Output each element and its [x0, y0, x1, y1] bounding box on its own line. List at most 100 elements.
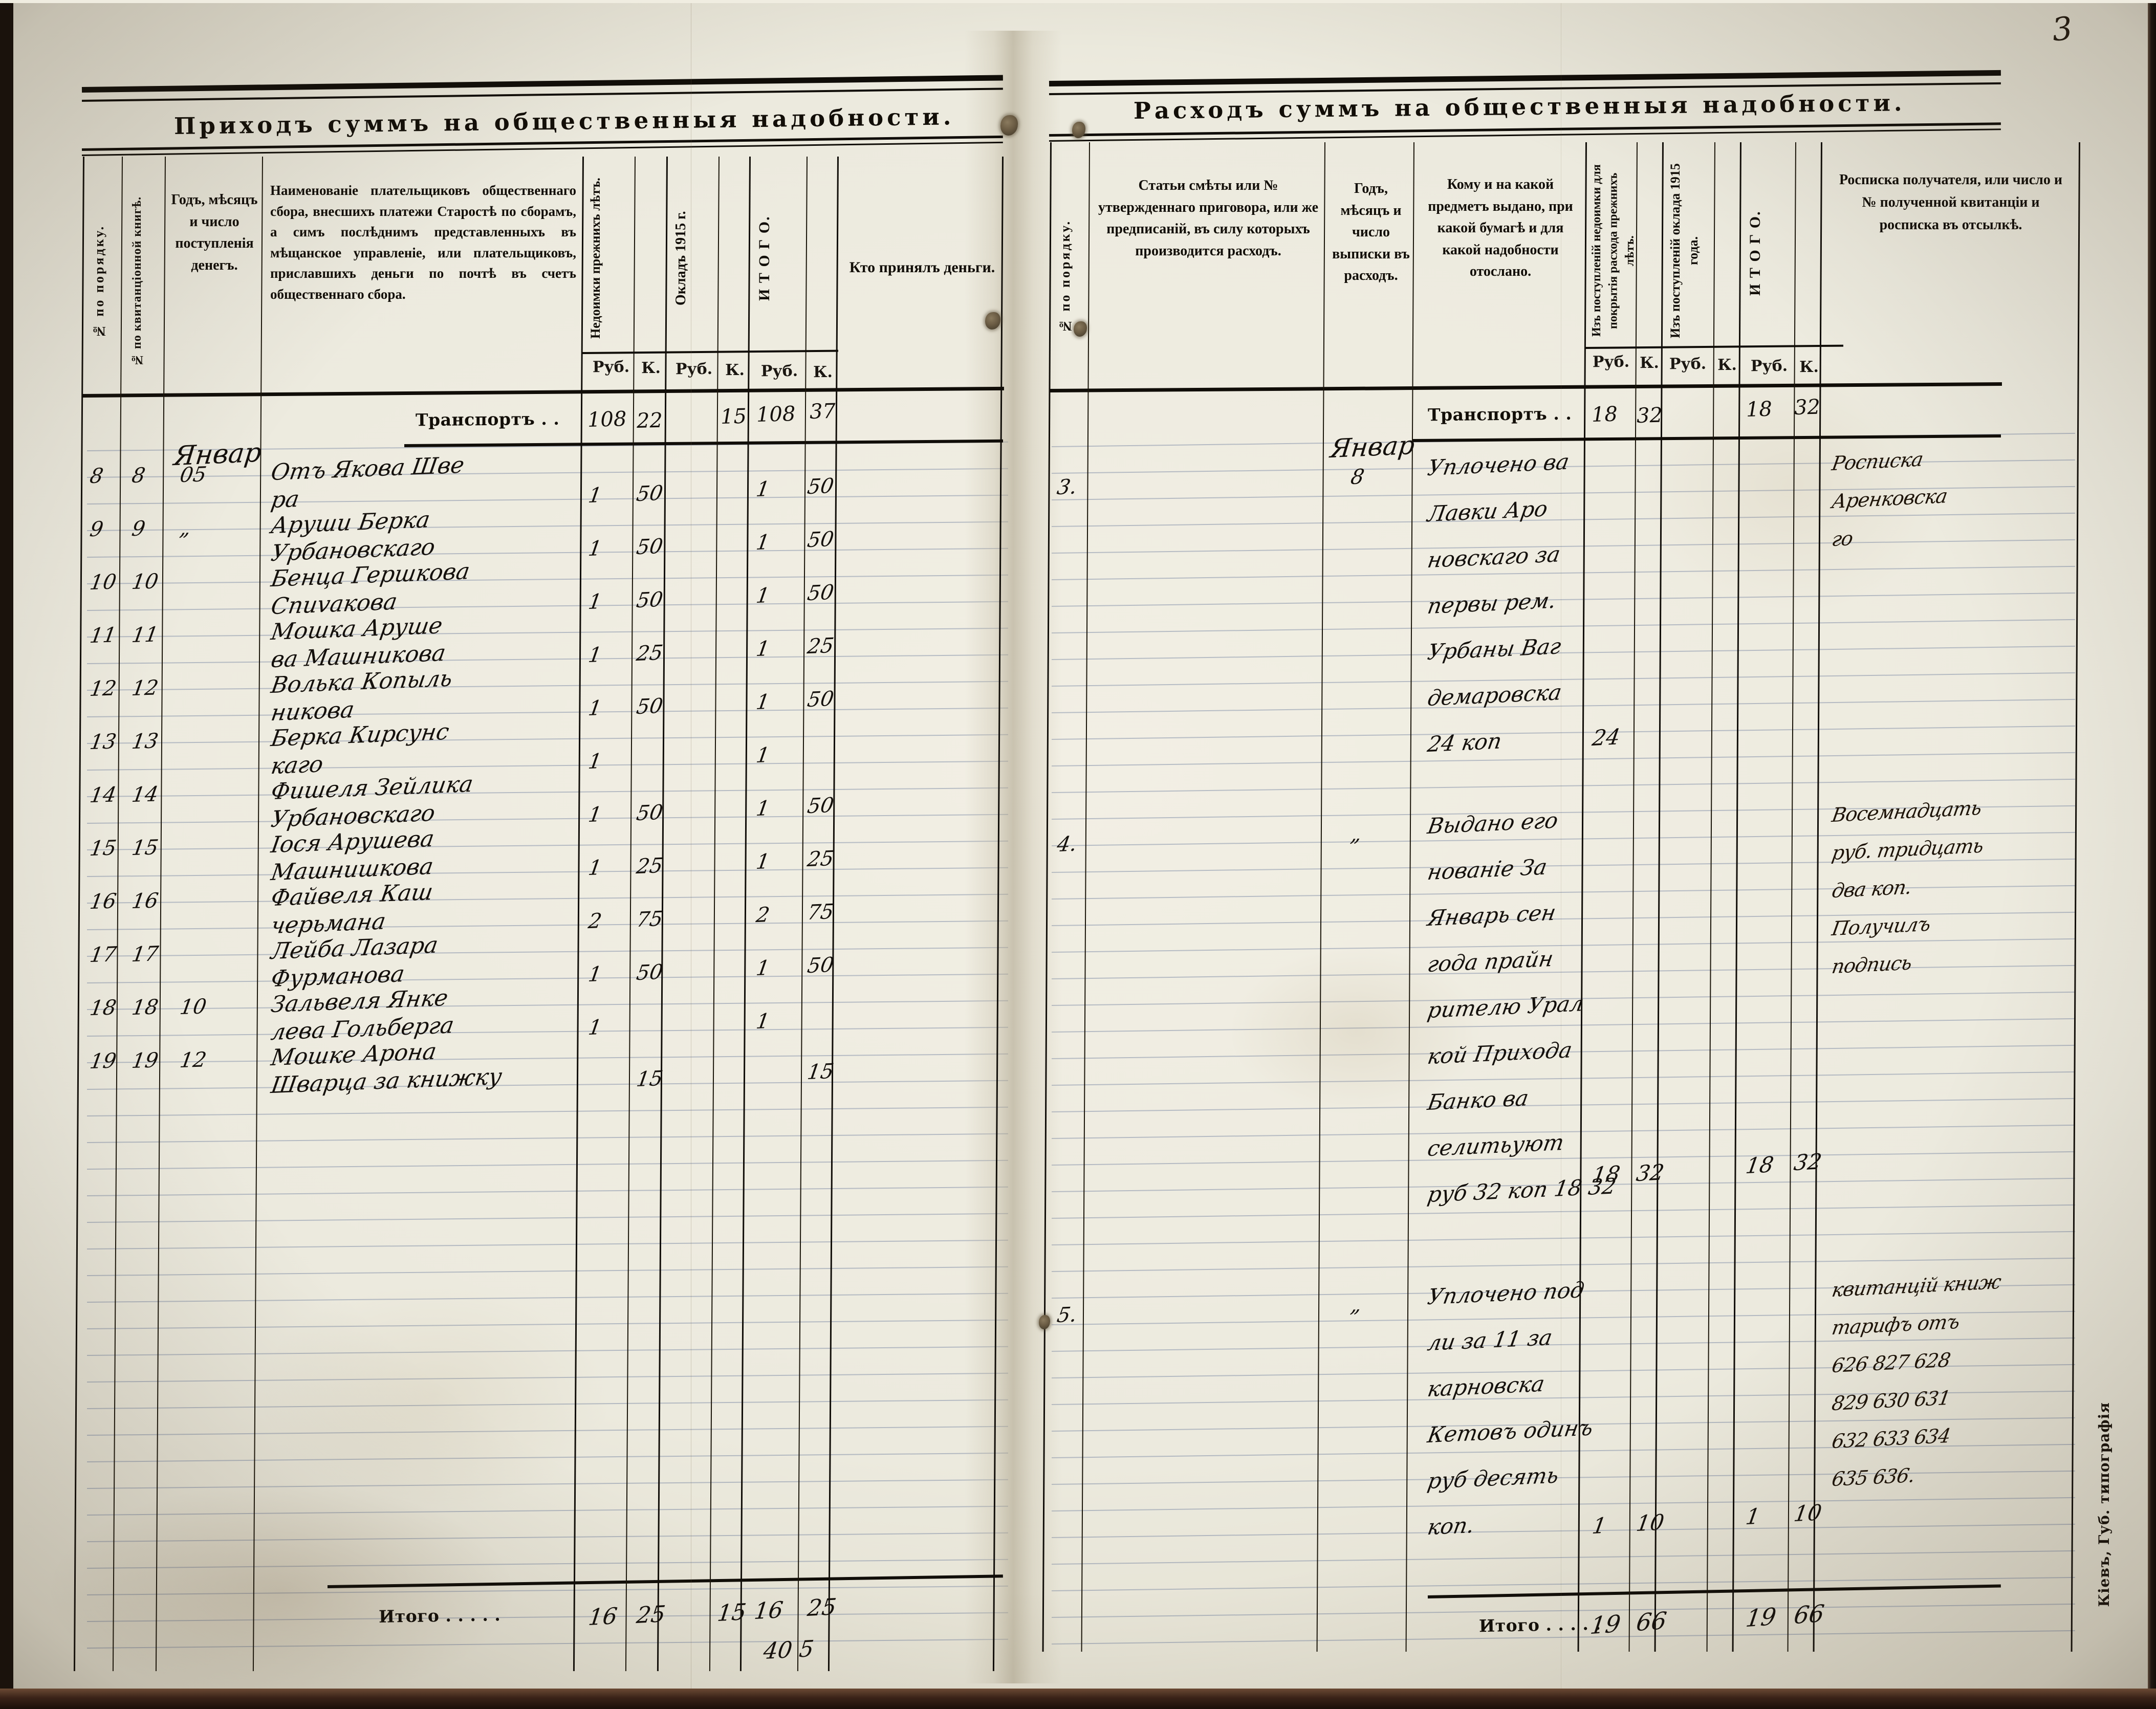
entry-signature-line: 635 636. — [1830, 1464, 1917, 1491]
right-header-estimate: Статьи смѣты или № утвержденнаго пригово… — [1096, 175, 1320, 262]
entry-amount-rub: 1 — [1591, 1513, 1608, 1539]
right-page-title: Расходъ суммъ на общественныя надобности… — [1133, 89, 1906, 124]
rule-line — [86, 1319, 1008, 1329]
row-date-day: 10 — [178, 995, 208, 1020]
left-subheader-total-rub: Руб. — [760, 362, 798, 381]
rule-line — [1051, 1098, 2075, 1112]
right-carry-total-rub: 18 — [1746, 397, 1773, 422]
rule-line — [86, 1559, 1008, 1569]
right-header-date-label: Годъ, мѣсяцъ и число выписки въ расходъ. — [1332, 181, 1410, 284]
entry-amount-rub: 24 — [1591, 724, 1622, 751]
left-col-edge-end — [992, 156, 1004, 1671]
left-total-arrears-rub: 16 — [586, 1603, 619, 1631]
row-total-rub: 1 — [754, 690, 771, 715]
row-total-kop: 50 — [805, 687, 836, 712]
right-total-total-rub: 19 — [1744, 1602, 1778, 1633]
rule-line — [86, 1000, 1008, 1010]
row-no-order: 12 — [88, 676, 118, 701]
rule-line — [86, 1133, 1008, 1143]
row-total-kop: 50 — [805, 527, 836, 553]
row-total-kop: 15 — [805, 1059, 836, 1085]
entry-purpose-line: 24 коп — [1425, 728, 1504, 757]
row-no-receipt: 8 — [130, 463, 147, 488]
entry-signature-line: квитанцій книж — [1830, 1270, 2002, 1302]
rule-line — [1051, 1257, 2075, 1272]
left-col-sep-3 — [252, 156, 263, 1671]
row-no-receipt: 12 — [130, 676, 160, 701]
left-carry-total-rub: 108 — [756, 402, 796, 427]
left-col-sep-8 — [739, 156, 751, 1671]
row-arrears-kop: 50 — [635, 694, 665, 719]
page-folio: 3 — [2050, 9, 2075, 49]
rule-line — [86, 1292, 1008, 1303]
right-header-date: Годъ, мѣсяцъ и число выписки въ расходъ. — [1331, 178, 1411, 287]
right-header-signature: Росписка получателя, или число и № получ… — [1831, 169, 2071, 237]
right-total-total-kop: 66 — [1792, 1599, 1826, 1630]
row-total-rub: 2 — [754, 903, 771, 928]
left-page-title: Приходъ суммъ на общественныя надобности… — [173, 103, 955, 140]
rule-line — [86, 867, 1008, 877]
row-no-order: 9 — [88, 517, 105, 541]
rule-line — [1051, 539, 2075, 554]
row-arrears-rub: 1 — [586, 696, 603, 720]
right-subheader-total-rub: Руб. — [1750, 357, 1788, 376]
entry-purpose-line: селитьуют — [1425, 1129, 1566, 1162]
rule-line — [1051, 1470, 2075, 1485]
right-carry-label: Транспортъ . . — [1427, 403, 1572, 425]
left-total-label: Итого . . . . . — [378, 1605, 501, 1627]
entry-signature-line: Получилъ — [1830, 912, 1932, 940]
row-total-rub: 1 — [754, 1009, 771, 1034]
entry-signature-line: Росписка — [1830, 448, 1925, 475]
left-subheader-arrears-kop: К. — [641, 359, 661, 378]
rule-line — [86, 574, 1008, 584]
entry-purpose-line: руб 32 коп 18 32 — [1425, 1173, 1618, 1208]
entry-purpose-line: коп. — [1425, 1512, 1476, 1540]
row-no-receipt: 16 — [130, 889, 160, 914]
entry-signature-line: два коп. — [1830, 875, 1913, 903]
rule-line — [86, 1399, 1008, 1409]
row-total-rub: 1 — [754, 956, 771, 981]
row-no-receipt: 13 — [130, 729, 160, 754]
left-carry-assess-kop: 15 — [720, 404, 747, 429]
left-header-receiver: Кто принялъ деньги. — [845, 256, 999, 279]
scan-edge-right — [2148, 0, 2156, 1709]
left-header-payer-label: Наименованіе плательщиковъ общественнаго… — [270, 183, 576, 302]
row-arrears-rub: 1 — [586, 962, 603, 987]
rule-line — [1051, 1071, 2075, 1086]
left-total-footnote: 40 5 — [761, 1635, 815, 1665]
row-arrears-rub: 1 — [586, 749, 603, 774]
left-carry-arrears-kop: 22 — [636, 408, 663, 433]
right-header-no-order: № по порядку. — [1056, 169, 1088, 384]
rule-line — [86, 1612, 1008, 1622]
row-no-receipt: 14 — [130, 782, 160, 807]
left-header-no-order: № по порядку. — [90, 174, 122, 389]
rule-line — [86, 1053, 1008, 1063]
entry-purpose-line: руб десять — [1425, 1462, 1561, 1494]
rule-line — [1051, 885, 2075, 900]
entry-purpose-line: первы рем. — [1425, 587, 1558, 619]
row-no-order: 11 — [88, 623, 118, 648]
row-no-order: 10 — [88, 569, 118, 595]
row-payer-line2: никова — [269, 696, 356, 727]
left-header-date-label: Годъ, мѣсяцъ и число поступленія денегъ. — [171, 192, 258, 273]
right-total-rule — [1427, 1584, 2001, 1598]
left-header-arrears: Недоимки прежнихъ лѣтъ. — [586, 169, 664, 348]
left-header-no-receipt-label: № по квитанціонной книгѣ. — [130, 196, 144, 367]
right-header-from-assess-label: Изъ поступленій оклада 1915 года. — [1668, 163, 1701, 338]
rule-line — [86, 1346, 1008, 1356]
row-no-receipt: 18 — [130, 995, 160, 1020]
rule-line — [86, 1186, 1008, 1196]
right-subheader-assess-rub: Руб. — [1669, 355, 1707, 374]
entry-purpose-line: Выдано его — [1425, 807, 1560, 839]
entry-signature-line: Восемнадцать — [1830, 796, 1983, 827]
entry-purpose-line: Лавки Аро — [1425, 496, 1550, 527]
rule-line — [1051, 698, 2075, 713]
rule-line — [86, 627, 1008, 638]
rule-line — [1051, 1497, 2075, 1511]
rule-line — [86, 707, 1008, 717]
rule-line — [86, 1159, 1008, 1170]
entry-total-rub: 18 — [1744, 1151, 1776, 1178]
right-carry-arrears-rub: 18 — [1591, 402, 1618, 427]
right-col-sep-2 — [1316, 142, 1325, 1652]
row-no-receipt: 17 — [130, 942, 160, 967]
